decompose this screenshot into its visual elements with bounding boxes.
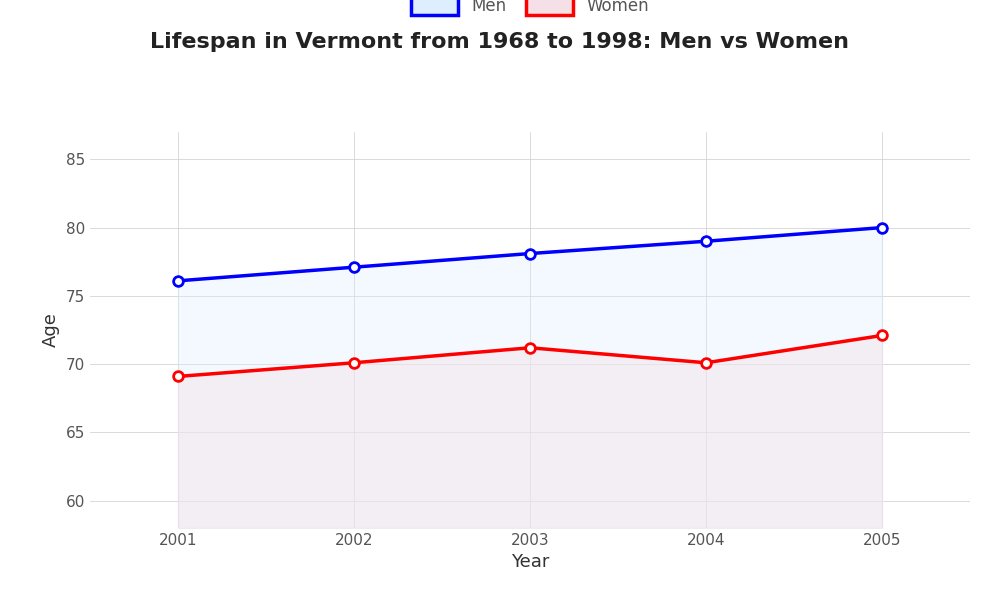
X-axis label: Year: Year — [511, 553, 549, 571]
Text: Lifespan in Vermont from 1968 to 1998: Men vs Women: Lifespan in Vermont from 1968 to 1998: M… — [150, 32, 850, 52]
Y-axis label: Age: Age — [42, 313, 60, 347]
Legend: Men, Women: Men, Women — [404, 0, 656, 22]
